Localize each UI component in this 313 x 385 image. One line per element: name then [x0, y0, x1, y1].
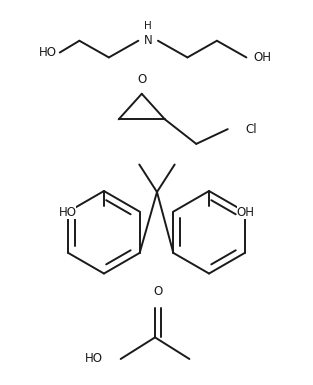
Text: HO: HO [39, 46, 57, 59]
Text: OH: OH [253, 51, 271, 64]
Text: OH: OH [237, 206, 254, 219]
Text: HO: HO [59, 206, 76, 219]
Text: Cl: Cl [245, 123, 257, 136]
Text: O: O [153, 285, 162, 298]
Text: N: N [144, 34, 152, 47]
Text: O: O [137, 73, 146, 86]
Text: HO: HO [85, 353, 103, 365]
Text: H: H [144, 21, 152, 31]
